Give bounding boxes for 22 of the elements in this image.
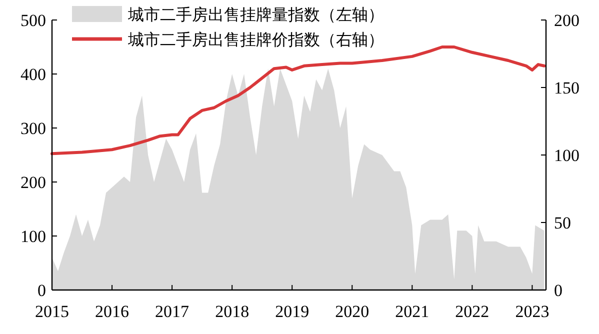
y-tick-label: 300	[20, 119, 46, 138]
y-tick-label: 100	[20, 227, 46, 246]
y-tick-label: 0	[38, 281, 46, 300]
y2-tick-label: 100	[554, 146, 580, 165]
y-tick-label: 200	[20, 173, 46, 192]
x-tick-label: 2022	[455, 302, 490, 321]
y2-tick-label: 0	[554, 281, 562, 300]
x-tick-label: 2021	[395, 302, 430, 321]
x-tick-label: 2015	[35, 302, 69, 321]
x-tick-label: 2018	[215, 302, 250, 321]
y2-tick-label: 200	[554, 11, 580, 30]
y-tick-label: 400	[20, 65, 46, 84]
x-tick-label: 2023	[515, 302, 550, 321]
legend-label: 城市二手房出售挂牌价指数（右轴）	[127, 31, 384, 49]
y-tick-label: 500	[20, 11, 46, 30]
x-tick-label: 2017	[155, 302, 190, 321]
x-tick-label: 2019	[275, 302, 310, 321]
x-tick-label: 2016	[95, 302, 130, 321]
y2-tick-label: 150	[554, 78, 580, 98]
y2-tick-label: 50	[554, 214, 571, 232]
legend-label: 城市二手房出售挂牌量指数（左轴）	[127, 6, 384, 24]
x-tick-label: 2020	[335, 302, 370, 321]
